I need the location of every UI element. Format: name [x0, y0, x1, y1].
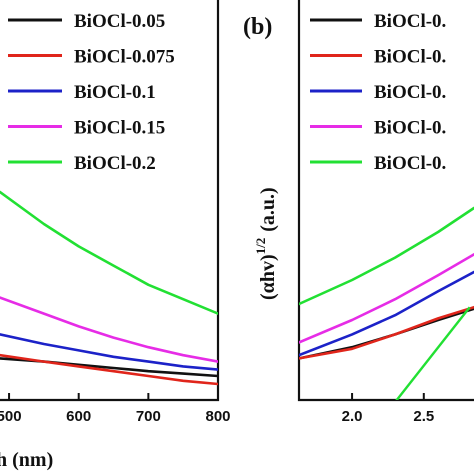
panel-b-legend: BiOCl-0. BiOCl-0. BiOCl-0. BiOCl-0. BiOCl-0.: [310, 11, 446, 174]
x-tick-label-3: 800: [205, 408, 230, 425]
panel-a: 500 600 700 800 BiOCl-0.05BiOCl-0.075BiOCl-…: [0, 0, 231, 471]
panel-b: 2.0 2.5 BiOCl-0.BiOCl-0.BiOCl-0.BiOCl-0.B…: [243, 0, 474, 440]
x-tick-label-1: 2.5: [413, 408, 434, 425]
x-tick-label-1: 600: [66, 408, 91, 425]
tangent-arrowhead: [365, 427, 377, 440]
x-tick-label-0: 2.0: [342, 408, 363, 425]
panel-a-x-axis-title: h (nm): [0, 449, 53, 471]
x-tick-label-2: 700: [136, 408, 161, 425]
series-line-3: [0, 296, 218, 363]
x-tick-label-0: 500: [0, 408, 22, 425]
panel-b-x-ticks: 2.0 2.5: [342, 393, 434, 425]
series-line-2: [0, 333, 218, 371]
series-line-4: [299, 206, 474, 306]
series-line-4: [0, 190, 218, 315]
legend-label-2: BiOCl-0.: [374, 82, 446, 103]
legend-label-4: BiOCl-0.: [374, 153, 446, 174]
panel-a-x-ticks: 500 600 700 800: [0, 393, 231, 425]
panel-a-frame: [0, 0, 220, 402]
series-line-3: [299, 253, 474, 344]
panel-b-frame: [297, 0, 474, 402]
panel-b-y-axis-title-main: (αhv): [257, 254, 279, 300]
series-line-1: [299, 305, 474, 360]
panel-b-curves: [299, 206, 474, 360]
legend-label-1: BiOCl-0.: [374, 47, 446, 68]
legend-label-0: BiOCl-0.: [374, 11, 446, 32]
legend-label-0: BiOCl-0.05: [74, 11, 165, 32]
legend-label-3: BiOCl-0.: [374, 118, 446, 139]
panel-a-curves: [0, 190, 218, 386]
series-line-2: [299, 270, 474, 357]
svg-text:(αhv)1/2(a.u.): (αhv)1/2 (a.u.): [253, 187, 279, 300]
panel-b-y-axis-title: (αhv)1/2 (a.u.): [253, 187, 279, 300]
panel-b-y-axis-title-superscript: 1/2: [253, 238, 268, 255]
panel-b-tangent: [365, 306, 471, 440]
legend-label-3: BiOCl-0.15: [74, 118, 165, 139]
legend-label-2: BiOCl-0.1: [74, 82, 156, 103]
legend-label-4: BiOCl-0.2: [74, 153, 156, 174]
tangent-line: [395, 306, 471, 400]
panel-a-legend: BiOCl-0.05 BiOCl-0.075 BiOCl-0.1 BiOCl-0.15…: [8, 11, 175, 174]
legend-label-1: BiOCl-0.075: [74, 47, 175, 68]
panel-b-y-axis-title-units: (a.u.): [257, 187, 279, 231]
series-line-1: [0, 353, 218, 386]
panel-b-label: (b): [243, 14, 272, 40]
